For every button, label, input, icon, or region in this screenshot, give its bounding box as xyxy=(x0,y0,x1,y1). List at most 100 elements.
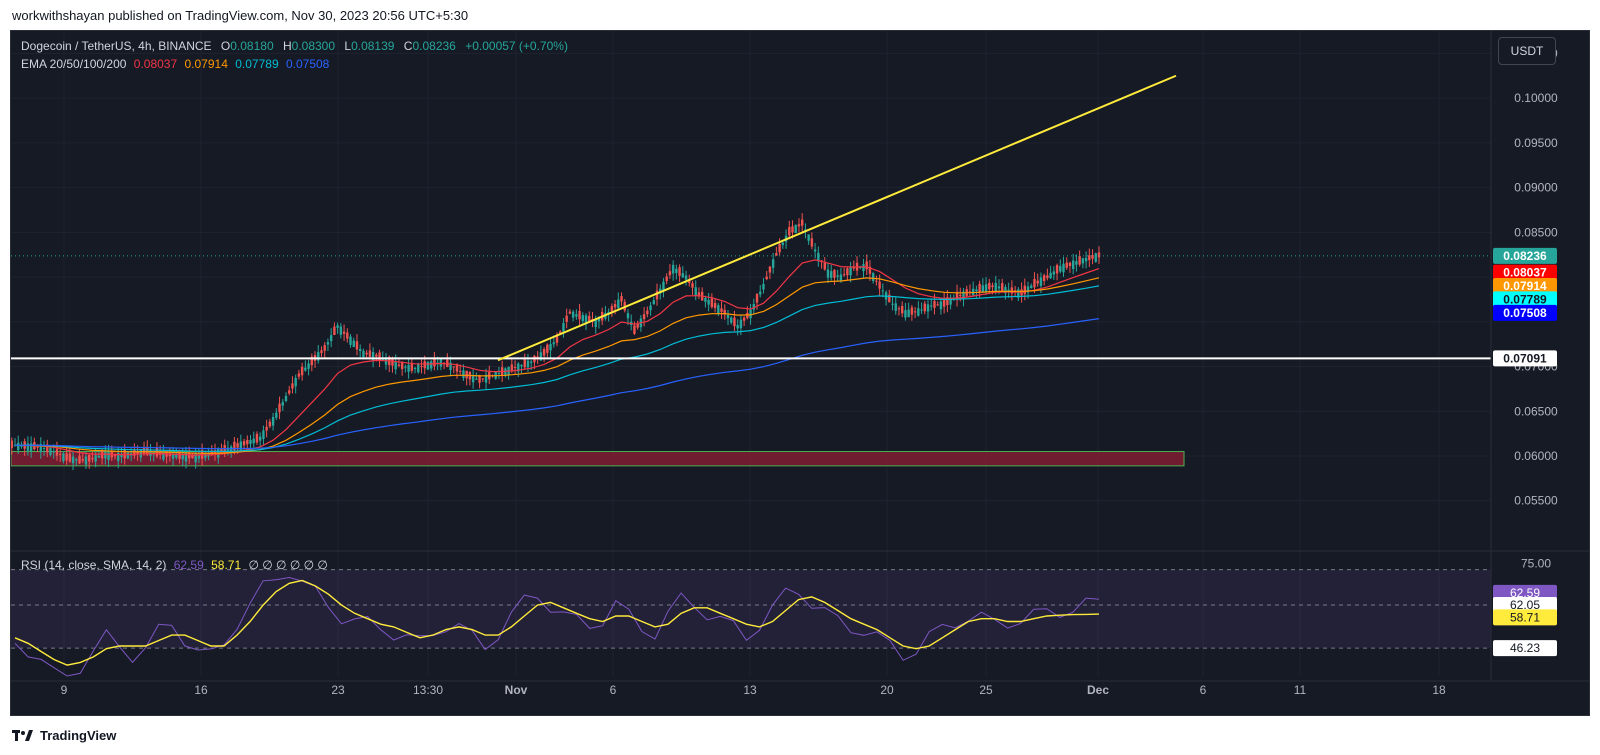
candle-body xyxy=(249,440,252,444)
ema200-line xyxy=(15,318,1100,450)
candle-body xyxy=(933,300,936,308)
candle-body xyxy=(255,433,259,443)
candle-body xyxy=(536,356,539,359)
time-tick-label: 23 xyxy=(331,683,345,697)
candle-body xyxy=(526,360,530,368)
candle-body xyxy=(184,453,188,462)
rsi-sma-price-label-bg xyxy=(1493,609,1557,626)
candle-body xyxy=(936,304,939,306)
candle-body xyxy=(1010,287,1014,294)
candle-body xyxy=(475,378,478,380)
rsi-label[interactable]: RSI (14, close, SMA, 14, 2) xyxy=(21,558,167,572)
candle-body xyxy=(552,342,555,345)
candle-body xyxy=(168,453,172,457)
candle-body xyxy=(765,276,768,280)
price-tick-label: 0.10000 xyxy=(1514,91,1558,105)
ema-label[interactable]: EMA 20/50/100/200 xyxy=(21,57,127,71)
last-price-label: 0.08236 xyxy=(1503,249,1547,263)
candle-body xyxy=(400,362,404,370)
ema50-price-label: 0.07914 xyxy=(1503,279,1547,293)
candle-body xyxy=(759,291,762,295)
candle-body xyxy=(762,283,765,290)
candle-body xyxy=(342,331,346,334)
footer-bar: TradingView xyxy=(0,716,1600,755)
candle-body xyxy=(97,455,101,458)
candle-body xyxy=(71,456,75,464)
candle-body xyxy=(191,454,194,458)
currency-button[interactable]: USDT xyxy=(1498,37,1556,65)
close-label: C xyxy=(403,39,413,53)
candle-body xyxy=(942,299,946,307)
chart-area[interactable]: 0.105000.100000.095000.090000.085000.070… xyxy=(10,30,1590,716)
candle-body xyxy=(407,364,410,372)
rsi-lower-label-bg xyxy=(1493,640,1557,657)
candle-body xyxy=(678,267,681,276)
candle-body xyxy=(365,352,368,355)
candle-body xyxy=(307,363,310,369)
symbol-name[interactable]: Dogecoin / TetherUS, 4h, BINANCE xyxy=(21,39,212,53)
candle-body xyxy=(946,297,949,306)
candle-body xyxy=(662,281,665,291)
candle-body xyxy=(849,267,852,276)
candle-body xyxy=(162,451,165,460)
candle-body xyxy=(865,261,868,270)
candle-body xyxy=(626,313,630,319)
close-value: 0.08236 xyxy=(412,39,456,53)
candle-body xyxy=(1055,265,1059,274)
candle-body xyxy=(546,344,549,353)
candle-body xyxy=(730,317,733,323)
time-tick-label: 20 xyxy=(880,683,894,697)
candle-body xyxy=(681,273,685,278)
candle-body xyxy=(268,421,272,427)
candle-body xyxy=(733,317,736,327)
candle-body xyxy=(297,373,301,377)
candle-body xyxy=(1039,277,1043,286)
candle-body xyxy=(836,275,839,277)
ema20-price-label-bg xyxy=(1493,264,1557,281)
time-tick-label: 18 xyxy=(1432,683,1446,697)
candle-body xyxy=(246,439,249,445)
candle-body xyxy=(117,452,120,462)
candle-body xyxy=(597,318,601,322)
candle-body xyxy=(223,445,226,454)
candle-body xyxy=(771,259,775,268)
candle-body xyxy=(510,364,514,372)
candle-body xyxy=(271,416,275,426)
candle-body xyxy=(800,219,804,226)
candle-body xyxy=(962,291,965,300)
candle-body xyxy=(1049,272,1052,279)
ema20-value: 0.08037 xyxy=(133,57,178,71)
candle-body xyxy=(142,447,146,454)
candle-body xyxy=(291,383,294,389)
rsi-price-label-bg xyxy=(1493,584,1557,601)
candle-body xyxy=(1017,289,1020,298)
candle-body xyxy=(817,252,820,261)
candle-body xyxy=(823,262,826,270)
low-value: 0.08139 xyxy=(351,39,395,53)
candle-body xyxy=(1094,253,1097,262)
candle-body xyxy=(871,273,875,281)
candle-body xyxy=(830,271,833,278)
candle-body xyxy=(394,361,397,370)
candle-body xyxy=(778,243,781,253)
candle-body xyxy=(775,253,778,256)
horizontal-line-label-bg xyxy=(1493,350,1557,367)
candle-body xyxy=(281,402,284,406)
candle-body xyxy=(988,282,991,290)
candle-body xyxy=(565,315,568,322)
candle-body xyxy=(926,304,930,312)
candle-body xyxy=(323,345,326,351)
tradingview-logo[interactable]: TradingView xyxy=(12,728,116,743)
candle-body xyxy=(1097,252,1101,258)
candle-body xyxy=(368,350,372,357)
horizontal-line-label: 0.07091 xyxy=(1503,351,1547,365)
candle-body xyxy=(875,280,878,282)
candle-body xyxy=(429,361,433,369)
chart-canvas[interactable]: 0.105000.100000.095000.090000.085000.070… xyxy=(11,31,1589,715)
ema50-line xyxy=(14,277,1100,455)
candle-body xyxy=(242,441,246,446)
candle-body xyxy=(717,305,720,314)
candle-body xyxy=(404,366,407,368)
candle-body xyxy=(955,291,959,300)
candle-body xyxy=(920,309,923,311)
